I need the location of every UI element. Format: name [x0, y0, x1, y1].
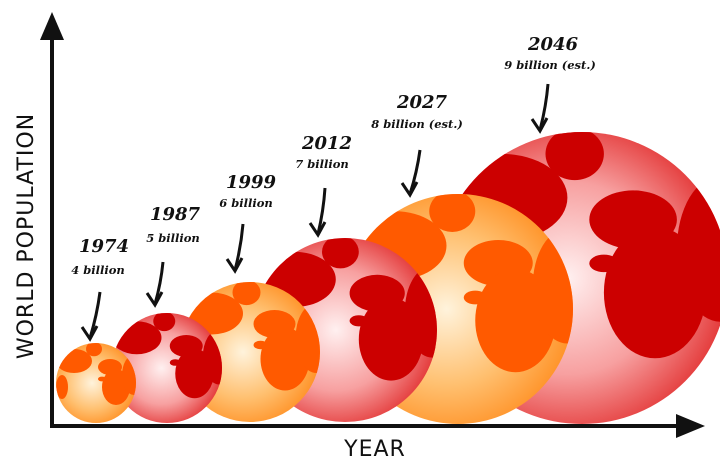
year-label: 1974 — [79, 236, 129, 257]
arrow-down-icon — [400, 149, 422, 198]
arrow-down-icon — [80, 291, 102, 342]
arrow-down-icon — [308, 187, 327, 238]
year-label: 1999 — [226, 172, 277, 193]
data-label: 2012 7 billion — [295, 133, 352, 238]
continents — [56, 343, 136, 405]
y-axis-arrowhead — [40, 12, 64, 40]
arrow-down-icon — [225, 223, 245, 274]
population-label: 7 billion — [295, 157, 349, 171]
population-label: 6 billion — [219, 196, 273, 210]
arrow-down-icon — [145, 261, 165, 308]
x-axis-label: YEAR — [343, 437, 406, 462]
population-label: 4 billion — [71, 263, 125, 277]
year-label: 1987 — [150, 204, 201, 225]
y-axis — [40, 12, 64, 428]
data-label: 2046 9 billion (est.) — [504, 34, 596, 134]
globe-icon — [56, 343, 136, 423]
continents — [180, 282, 320, 391]
population-label: 9 billion (est.) — [504, 58, 596, 72]
population-label: 5 billion — [146, 231, 200, 245]
x-axis — [50, 414, 705, 438]
data-label: 1987 5 billion — [145, 204, 201, 308]
population-label: 8 billion (est.) — [371, 117, 463, 131]
x-axis-arrowhead — [676, 414, 705, 438]
arrow-down-icon — [530, 83, 550, 134]
data-label: 1974 4 billion — [71, 236, 129, 342]
y-axis-label: WORLD POPULATION — [14, 113, 39, 359]
data-label: 2027 8 billion (est.) — [371, 92, 463, 198]
year-label: 2046 — [527, 34, 579, 55]
year-label: 2012 — [301, 133, 352, 154]
data-label: 1999 6 billion — [219, 172, 277, 274]
year-label: 2027 — [396, 92, 448, 113]
